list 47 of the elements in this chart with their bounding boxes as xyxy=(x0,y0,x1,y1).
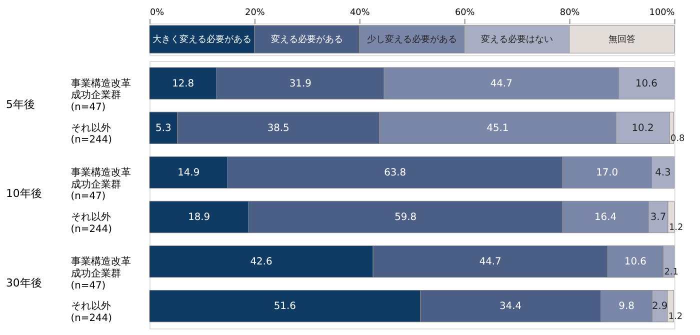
data-label: 45.1 xyxy=(486,122,509,134)
data-label: 10.6 xyxy=(635,78,658,90)
x-tick-label: 80% xyxy=(560,8,580,18)
data-label: 44.7 xyxy=(490,78,512,90)
data-label: 0.8 xyxy=(670,134,686,144)
data-label: 63.8 xyxy=(384,167,406,178)
y-tick-label: 事業構造改革成功企業群 (n=47) xyxy=(70,166,131,202)
data-label: 10.2 xyxy=(632,122,654,134)
text: 変える必要はない xyxy=(480,34,553,46)
data-label: 16.4 xyxy=(594,212,617,223)
y-tick-label: それ以外 (n=244) xyxy=(70,122,112,146)
data-label: 18.9 xyxy=(188,212,210,223)
y-tick-label: 事業構造改革成功企業群 (n=47) xyxy=(70,77,131,114)
data-label: 1.2 xyxy=(668,222,684,233)
data-label: 51.6 xyxy=(274,301,296,312)
x-tick-label: 0% xyxy=(150,8,164,18)
data-label: 9.8 xyxy=(618,301,634,312)
y-tick-label: それ以外 (n=244) xyxy=(70,300,112,324)
x-tick-label: 20% xyxy=(245,8,265,18)
data-label: 4.3 xyxy=(655,167,671,178)
y-tick-label: 事業構造改革成功企業群 (n=47) xyxy=(70,256,131,292)
text: 無回答 xyxy=(608,34,636,46)
text: 大きく変える必要がある xyxy=(152,34,252,46)
data-label: 2.9 xyxy=(652,301,668,312)
text: 10年後 xyxy=(6,187,42,200)
text: 30年後 xyxy=(6,276,42,290)
data-label: 2.1 xyxy=(664,267,678,278)
data-label: 59.8 xyxy=(394,212,417,223)
data-label: 5.3 xyxy=(156,122,172,134)
data-label: 10.6 xyxy=(624,256,646,268)
data-label: 38.5 xyxy=(267,122,290,134)
x-tick-label: 40% xyxy=(350,8,370,18)
data-label: 1.2 xyxy=(668,312,683,322)
data-label: 3.7 xyxy=(650,212,666,223)
data-label: 12.8 xyxy=(172,78,194,90)
text: 変える必要がある xyxy=(270,34,343,46)
data-label: 42.6 xyxy=(250,256,272,268)
y-tick-label: それ以外 (n=244) xyxy=(70,210,112,235)
data-label: 14.9 xyxy=(178,167,200,178)
x-tick-label: 60% xyxy=(454,8,475,18)
data-label: 44.7 xyxy=(479,256,502,268)
text: 5年後 xyxy=(6,98,35,112)
data-label: 31.9 xyxy=(289,78,312,90)
data-label: 17.0 xyxy=(596,167,618,178)
x-tick-label: 100% xyxy=(649,8,675,18)
data-label: 34.4 xyxy=(500,301,522,312)
text: 少し変える必要がある xyxy=(366,34,457,46)
